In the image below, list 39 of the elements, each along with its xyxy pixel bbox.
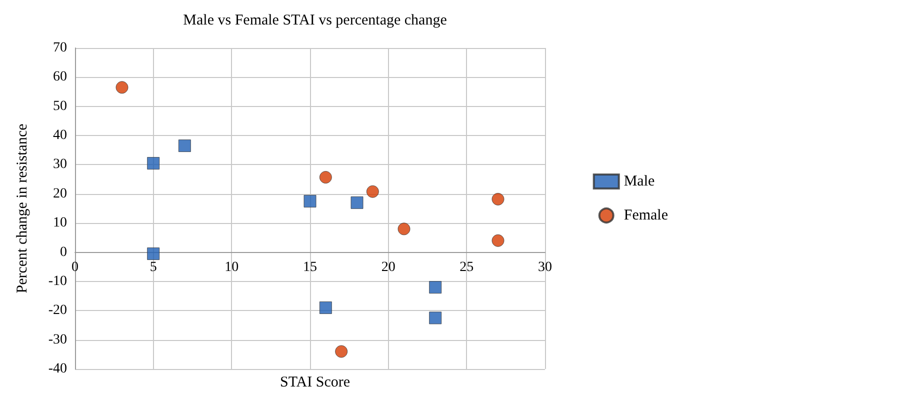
point: [492, 234, 504, 247]
y-tick-label: 20: [53, 186, 67, 202]
y-tick-label: 40: [53, 128, 67, 144]
y-tick-label: 0: [60, 244, 67, 260]
y-tick-label: -10: [48, 274, 67, 289]
point: [350, 196, 364, 209]
x-axis-title: STAI Score: [280, 374, 350, 390]
legend-label: Female: [624, 208, 668, 224]
point: [319, 171, 332, 184]
point: [116, 81, 128, 94]
y-tick-label: 50: [53, 98, 67, 114]
y-tick-label: 10: [53, 216, 67, 231]
y-tick-label: -20: [48, 303, 67, 318]
x-tick-label: 25: [460, 260, 474, 275]
y-axis-title: Percent change in resistance: [14, 123, 30, 294]
legend-label: Male: [624, 174, 656, 190]
x-tick-label: 5: [150, 260, 157, 275]
point: [319, 301, 332, 314]
point: [366, 185, 379, 198]
point: [304, 194, 316, 208]
x-tick-label: 0: [72, 260, 78, 275]
point: [178, 140, 191, 152]
point: [335, 345, 348, 358]
y-tick-label: 60: [53, 70, 67, 85]
point: [429, 281, 442, 294]
point: [398, 222, 410, 236]
point: [147, 247, 160, 260]
x-tick-label: 20: [381, 260, 396, 275]
y-tick-label: 30: [53, 157, 67, 172]
x-tick-label: 10: [224, 260, 239, 275]
y-tick-label: 70: [53, 40, 67, 56]
point: [492, 192, 504, 206]
y-tick-label: -40: [48, 362, 67, 376]
point: [429, 312, 442, 324]
x-tick-label: 15: [303, 260, 317, 275]
y-tick-label: -30: [48, 332, 67, 348]
x-tick-label: 30: [538, 260, 552, 275]
point: [147, 157, 160, 170]
chart-title: Male vs Female STAI vs percentage change: [183, 12, 448, 28]
